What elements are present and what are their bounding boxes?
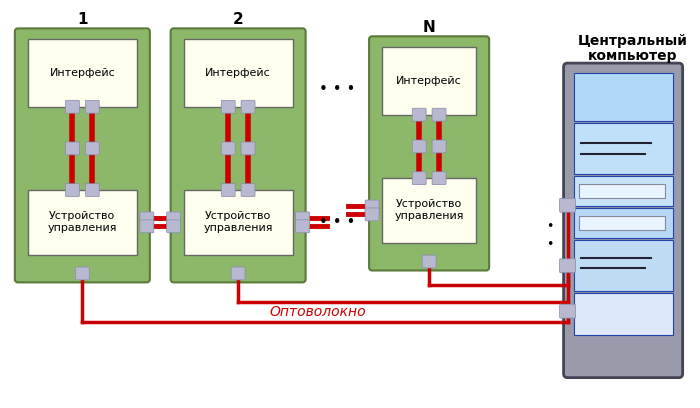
Text: •
•: • •	[546, 220, 554, 251]
Text: Устройство: Устройство	[205, 211, 272, 222]
Text: 1: 1	[77, 12, 88, 27]
FancyBboxPatch shape	[167, 220, 181, 233]
Bar	[573, 176, 673, 206]
FancyBboxPatch shape	[140, 212, 154, 225]
FancyBboxPatch shape	[241, 100, 255, 113]
FancyBboxPatch shape	[76, 267, 90, 280]
FancyBboxPatch shape	[66, 142, 79, 155]
Bar	[580, 216, 665, 230]
Text: Интерфейс: Интерфейс	[50, 68, 116, 78]
Bar	[580, 184, 665, 198]
FancyBboxPatch shape	[15, 29, 150, 282]
Text: компьютер: компьютер	[588, 49, 678, 63]
Bar	[382, 47, 476, 115]
FancyBboxPatch shape	[295, 220, 309, 233]
FancyBboxPatch shape	[412, 172, 426, 185]
FancyBboxPatch shape	[167, 212, 181, 225]
Text: Интерфейс: Интерфейс	[205, 68, 271, 78]
FancyBboxPatch shape	[559, 198, 575, 212]
FancyBboxPatch shape	[171, 29, 306, 282]
FancyBboxPatch shape	[66, 184, 79, 197]
Bar	[183, 39, 293, 107]
FancyBboxPatch shape	[241, 184, 255, 197]
FancyBboxPatch shape	[432, 108, 446, 121]
FancyBboxPatch shape	[422, 255, 436, 268]
FancyBboxPatch shape	[295, 212, 309, 225]
Text: N: N	[423, 20, 435, 35]
FancyBboxPatch shape	[369, 36, 489, 271]
FancyBboxPatch shape	[85, 100, 99, 113]
FancyBboxPatch shape	[432, 172, 446, 185]
Text: • • •: • • •	[319, 82, 356, 98]
FancyBboxPatch shape	[432, 140, 446, 153]
Bar	[382, 178, 476, 243]
Bar	[573, 293, 673, 335]
Text: управления: управления	[394, 211, 464, 222]
Bar	[28, 39, 137, 107]
FancyBboxPatch shape	[85, 142, 99, 155]
FancyBboxPatch shape	[221, 184, 235, 197]
Text: Устройство: Устройство	[396, 200, 462, 209]
FancyBboxPatch shape	[559, 304, 575, 318]
Bar	[573, 208, 673, 238]
FancyBboxPatch shape	[412, 108, 426, 121]
FancyBboxPatch shape	[85, 184, 99, 197]
Text: Устройство: Устройство	[49, 211, 116, 222]
FancyBboxPatch shape	[412, 140, 426, 153]
Bar	[28, 190, 137, 255]
Bar	[573, 73, 673, 121]
Text: Центральный: Центральный	[578, 34, 688, 48]
Bar	[183, 190, 293, 255]
Text: 2: 2	[233, 12, 244, 27]
FancyBboxPatch shape	[66, 100, 79, 113]
Text: Оптоволокно: Оптоволокно	[270, 305, 366, 319]
Text: управления: управления	[204, 223, 273, 233]
FancyBboxPatch shape	[221, 100, 235, 113]
Text: управления: управления	[48, 223, 117, 233]
Bar	[573, 123, 673, 174]
FancyBboxPatch shape	[365, 200, 379, 213]
FancyBboxPatch shape	[564, 63, 682, 378]
FancyBboxPatch shape	[559, 259, 575, 273]
FancyBboxPatch shape	[221, 142, 235, 155]
FancyBboxPatch shape	[140, 220, 154, 233]
Bar	[573, 240, 673, 291]
FancyBboxPatch shape	[365, 208, 379, 221]
Text: • • •: • • •	[319, 215, 356, 230]
FancyBboxPatch shape	[241, 142, 255, 155]
FancyBboxPatch shape	[231, 267, 245, 280]
Text: Интерфейс: Интерфейс	[396, 76, 462, 86]
